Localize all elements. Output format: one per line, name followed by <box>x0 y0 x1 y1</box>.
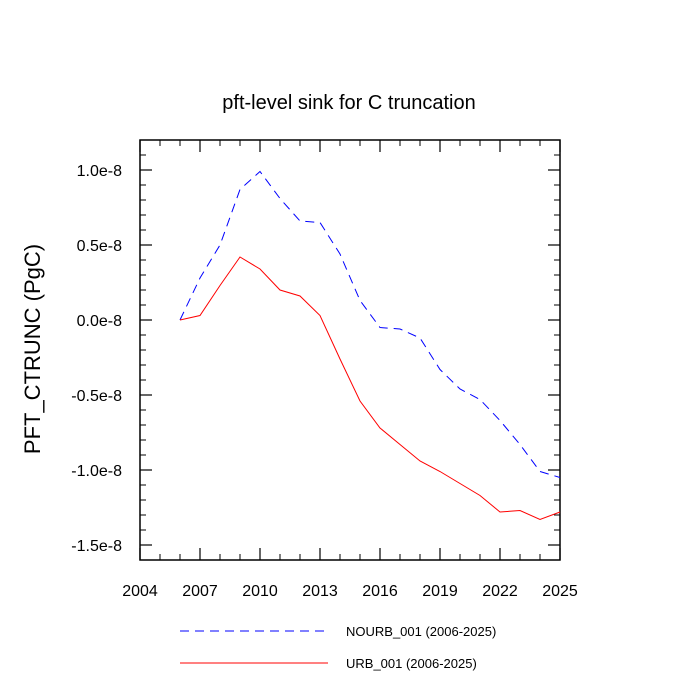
series-lines <box>179 170 561 521</box>
legend-label-2: URB_001 (2006-2025) <box>346 656 477 671</box>
x-tick-label: 2025 <box>542 583 578 600</box>
x-tick-label: 2007 <box>182 583 218 600</box>
x-tick-label: 2004 <box>122 583 158 600</box>
series-line-1 <box>179 170 561 478</box>
x-tick-label: 2010 <box>242 583 278 600</box>
y-tick-label: 0.5e-8 <box>77 238 122 255</box>
x-tick-label: 2019 <box>422 583 458 600</box>
y-tick-label: 1.0e-8 <box>77 163 122 180</box>
y-axis-label: PFT_CTRUNC (PgC) <box>20 244 45 454</box>
legend: NOURB_001 (2006-2025) URB_001 (2006-2025) <box>180 624 496 671</box>
axis-ticks <box>139 139 561 561</box>
x-tick-label: 2022 <box>482 583 518 600</box>
y-tick-label: -1.0e-8 <box>71 463 122 480</box>
legend-label-1: NOURB_001 (2006-2025) <box>346 624 496 639</box>
tick-labels: 2004 2007 2010 2013 2016 2019 2022 2025 1.0e-8 0.… <box>71 163 578 600</box>
chart-title: pft-level sink for C truncation <box>222 92 475 114</box>
x-tick-label: 2016 <box>362 583 398 600</box>
y-tick-label: -1.5e-8 <box>71 538 122 555</box>
y-tick-label: 0.0e-8 <box>77 313 122 330</box>
series-line-2 <box>179 256 561 521</box>
plot-frame <box>139 139 561 561</box>
y-tick-label: -0.5e-8 <box>71 388 122 405</box>
x-tick-label: 2013 <box>302 583 338 600</box>
